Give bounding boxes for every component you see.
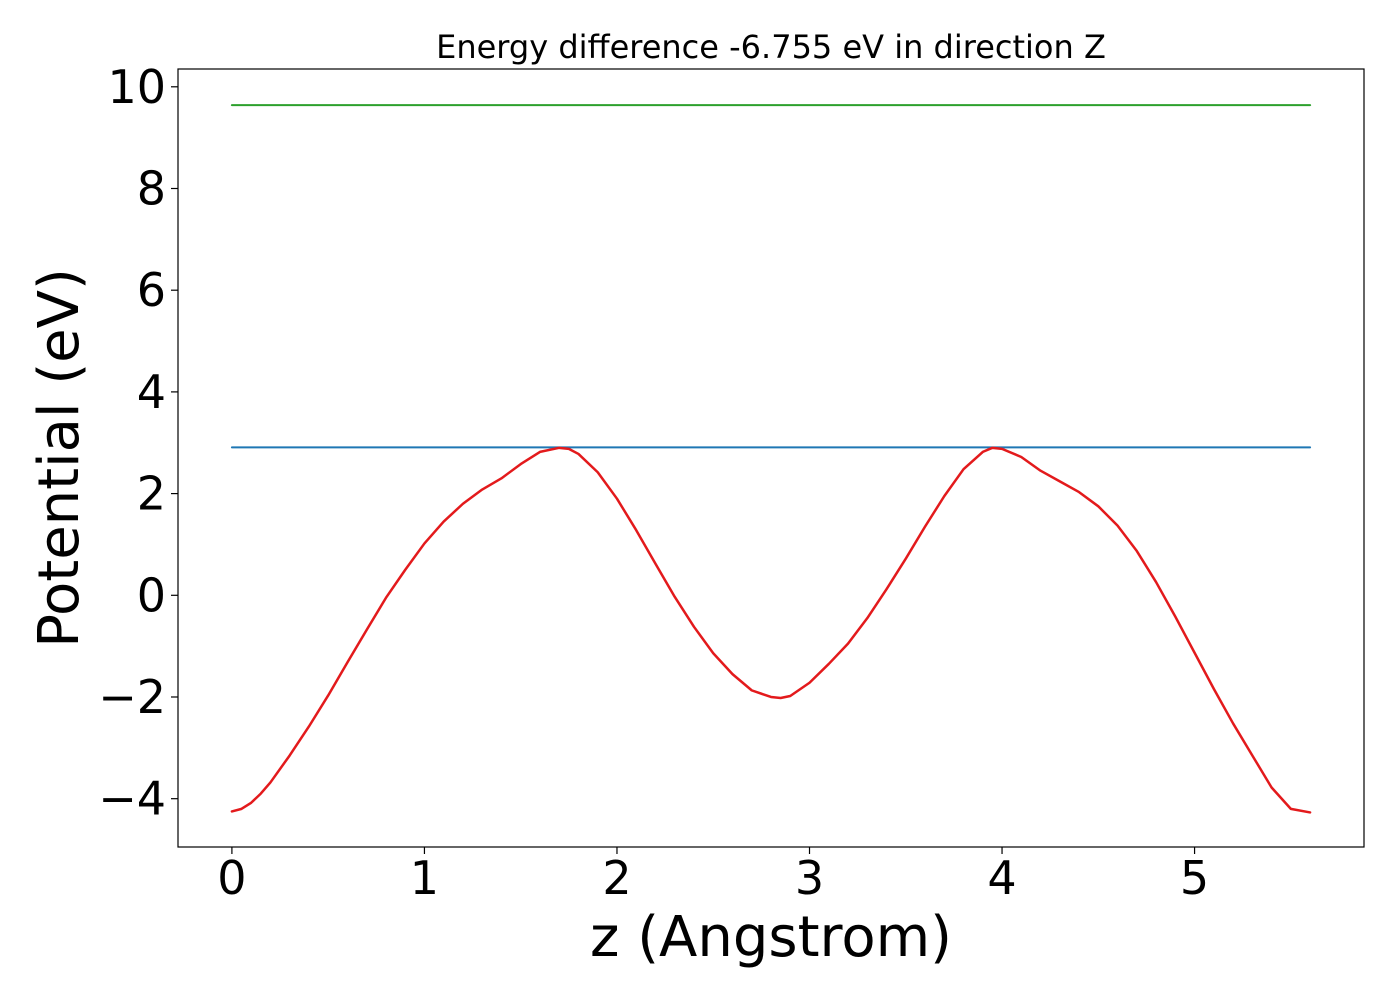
x-tick-label-0: 0 bbox=[217, 851, 246, 905]
x-tick-label-1: 1 bbox=[410, 851, 439, 905]
chart-title: Energy difference -6.755 eV in direction… bbox=[436, 28, 1106, 66]
series-layer bbox=[230, 104, 1312, 814]
y-tick-label-4: 4 bbox=[137, 365, 166, 419]
x-axis: 0 1 2 3 4 5 bbox=[217, 847, 1209, 905]
y-tick-label--2: −2 bbox=[98, 670, 166, 724]
x-tick-label-5: 5 bbox=[1180, 851, 1209, 905]
x-tick-label-3: 3 bbox=[795, 851, 824, 905]
plot-frame bbox=[177, 68, 1365, 848]
series-line-3 bbox=[230, 446, 1312, 814]
y-axis-label: Potential (eV) bbox=[27, 268, 92, 648]
y-tick-label-2: 2 bbox=[137, 467, 166, 521]
y-tick-label-0: 0 bbox=[137, 568, 166, 622]
x-axis-label: z (Angstrom) bbox=[590, 905, 952, 970]
y-axis: −4 −2 0 2 4 6 8 10 bbox=[98, 60, 178, 826]
plot-area bbox=[177, 68, 1365, 848]
y-tick-label-10: 10 bbox=[107, 60, 166, 114]
x-tick-label-2: 2 bbox=[602, 851, 631, 905]
y-tick-label-6: 6 bbox=[137, 263, 166, 317]
y-tick-label--4: −4 bbox=[98, 772, 166, 826]
x-tick-label-4: 4 bbox=[987, 851, 1016, 905]
y-tick-label-8: 8 bbox=[137, 161, 166, 215]
